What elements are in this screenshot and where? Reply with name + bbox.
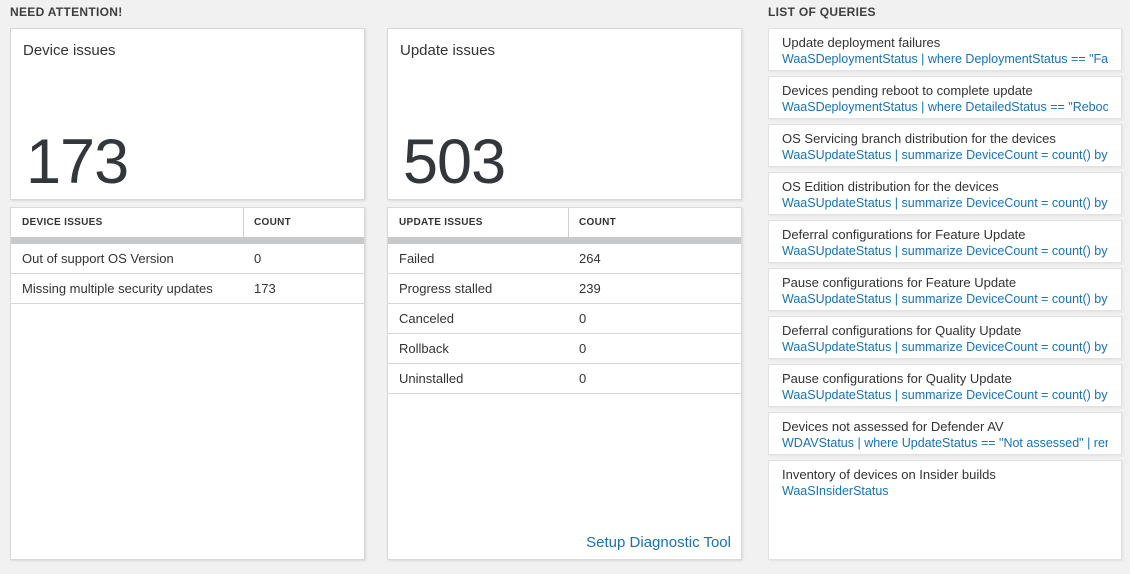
row-label: Uninstalled: [399, 371, 464, 386]
table-row: Missing multiple security updates 173: [11, 274, 364, 304]
query-title: Devices pending reboot to complete updat…: [782, 83, 1033, 98]
query-text: WaaSUpdateStatus | summarize DeviceCount…: [782, 148, 1108, 162]
table-row: Out of support OS Version 0: [11, 244, 364, 274]
query-text: WaaSUpdateStatus | summarize DeviceCount…: [782, 244, 1108, 258]
query-item-deferral-feature-update[interactable]: Deferral configurations for Feature Upda…: [768, 220, 1122, 263]
query-title: Deferral configurations for Feature Upda…: [782, 227, 1026, 242]
query-text: WaaSDeploymentStatus | where DetailedSta…: [782, 100, 1108, 114]
table-row: Failed 264: [388, 244, 741, 274]
update-issues-tile[interactable]: Update issues 503: [387, 28, 742, 200]
need-attention-section-header: NEED ATTENTION!: [10, 5, 123, 19]
query-text: WaaSUpdateStatus | summarize DeviceCount…: [782, 196, 1108, 210]
setup-diagnostic-tool-link[interactable]: Setup Diagnostic Tool: [586, 534, 731, 551]
table-row: Uninstalled 0: [388, 364, 741, 394]
query-title: Inventory of devices on Insider builds: [782, 467, 996, 482]
row-count: 0: [579, 311, 587, 326]
table-header-separator: [11, 237, 364, 244]
device-issues-tile[interactable]: Device issues 173: [10, 28, 365, 200]
update-issues-count: 503: [403, 126, 506, 197]
query-text: WaaSUpdateStatus | summarize DeviceCount…: [782, 388, 1108, 402]
table-row: Canceled 0: [388, 304, 741, 334]
row-count: 0: [579, 341, 587, 356]
update-issues-title: Update issues: [400, 42, 496, 59]
row-label: Failed: [399, 251, 435, 266]
query-title: Update deployment failures: [782, 35, 941, 50]
row-label: Rollback: [399, 341, 449, 356]
query-text: WDAVStatus | where UpdateStatus == "Not …: [782, 436, 1108, 450]
device-issues-table-tile[interactable]: DEVICE ISSUES COUNT Out of support OS Ve…: [10, 207, 365, 560]
table-header-separator: [388, 237, 741, 244]
device-issues-count: 173: [26, 126, 129, 197]
update-issues-table-tile[interactable]: UPDATE ISSUES COUNT Failed 264 Progress …: [387, 207, 742, 560]
row-label: Missing multiple security updates: [22, 281, 213, 296]
row-count: 173: [254, 281, 276, 296]
update-issues-col-header: UPDATE ISSUES: [388, 208, 569, 237]
query-title: OS Servicing branch distribution for the…: [782, 131, 1056, 146]
table-row: Progress stalled 239: [388, 274, 741, 304]
query-title: OS Edition distribution for the devices: [782, 179, 999, 194]
device-issues-col-header: DEVICE ISSUES: [11, 208, 244, 237]
row-count: 264: [579, 251, 601, 266]
device-issues-title: Device issues: [23, 42, 116, 59]
query-title: Devices not assessed for Defender AV: [782, 419, 1004, 434]
query-item-os-edition-distribution[interactable]: OS Edition distribution for the devices …: [768, 172, 1122, 215]
query-item-update-deployment-failures[interactable]: Update deployment failures WaaSDeploymen…: [768, 28, 1122, 71]
device-issues-table-header: DEVICE ISSUES COUNT: [11, 208, 364, 237]
query-list: Update deployment failures WaaSDeploymen…: [768, 28, 1122, 560]
row-label: Out of support OS Version: [22, 251, 174, 266]
query-item-inventory-insider-builds[interactable]: Inventory of devices on Insider builds W…: [768, 460, 1122, 560]
query-item-pause-quality-update[interactable]: Pause configurations for Quality Update …: [768, 364, 1122, 407]
query-text: WaaSUpdateStatus | summarize DeviceCount…: [782, 340, 1108, 354]
query-text: WaaSUpdateStatus | summarize DeviceCount…: [782, 292, 1108, 306]
query-item-deferral-quality-update[interactable]: Deferral configurations for Quality Upda…: [768, 316, 1122, 359]
row-count: 239: [579, 281, 601, 296]
query-title: Deferral configurations for Quality Upda…: [782, 323, 1022, 338]
row-count: 0: [579, 371, 587, 386]
update-issues-table-header: UPDATE ISSUES COUNT: [388, 208, 741, 237]
query-text: WaaSInsiderStatus: [782, 484, 889, 498]
query-item-devices-pending-reboot[interactable]: Devices pending reboot to complete updat…: [768, 76, 1122, 119]
row-label: Progress stalled: [399, 281, 493, 296]
query-item-os-servicing-branch[interactable]: OS Servicing branch distribution for the…: [768, 124, 1122, 167]
list-of-queries-section-header: LIST OF QUERIES: [768, 5, 876, 19]
update-issues-count-col-header: COUNT: [579, 217, 617, 228]
row-count: 0: [254, 251, 262, 266]
query-title: Pause configurations for Feature Update: [782, 275, 1017, 290]
query-item-devices-not-assessed-defender-av[interactable]: Devices not assessed for Defender AV WDA…: [768, 412, 1122, 455]
query-title: Pause configurations for Quality Update: [782, 371, 1012, 386]
row-label: Canceled: [399, 311, 454, 326]
query-text: WaaSDeploymentStatus | where DeploymentS…: [782, 52, 1108, 66]
device-issues-count-col-header: COUNT: [254, 217, 292, 228]
table-row: Rollback 0: [388, 334, 741, 364]
query-item-pause-feature-update[interactable]: Pause configurations for Feature Update …: [768, 268, 1122, 311]
